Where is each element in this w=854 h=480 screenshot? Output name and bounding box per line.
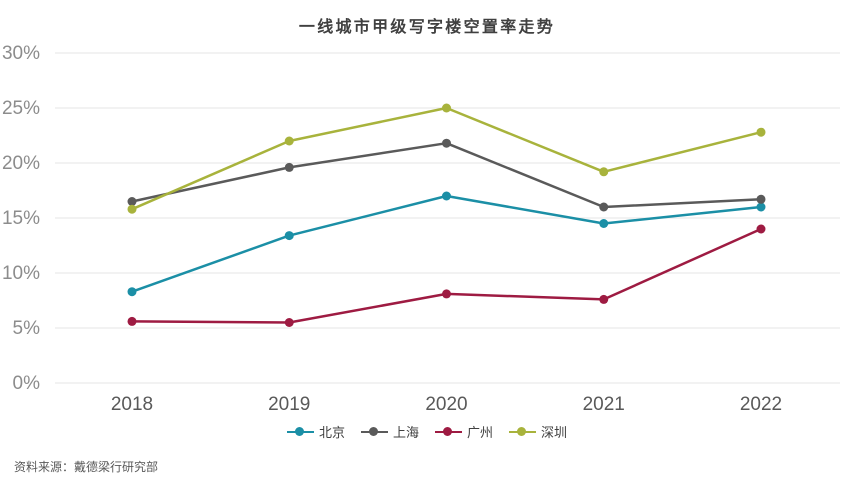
svg-text:2021: 2021 (583, 394, 625, 415)
svg-text:5%: 5% (13, 318, 41, 339)
svg-text:30%: 30% (2, 43, 40, 64)
svg-text:2020: 2020 (425, 394, 467, 415)
svg-text:20%: 20% (2, 153, 40, 174)
svg-text:2018: 2018 (111, 394, 153, 415)
svg-text:2019: 2019 (268, 394, 310, 415)
svg-text:0%: 0% (13, 373, 41, 394)
svg-text:10%: 10% (2, 263, 40, 284)
svg-text:25%: 25% (2, 98, 40, 119)
svg-text:15%: 15% (2, 208, 40, 229)
svg-text:2022: 2022 (740, 394, 782, 415)
